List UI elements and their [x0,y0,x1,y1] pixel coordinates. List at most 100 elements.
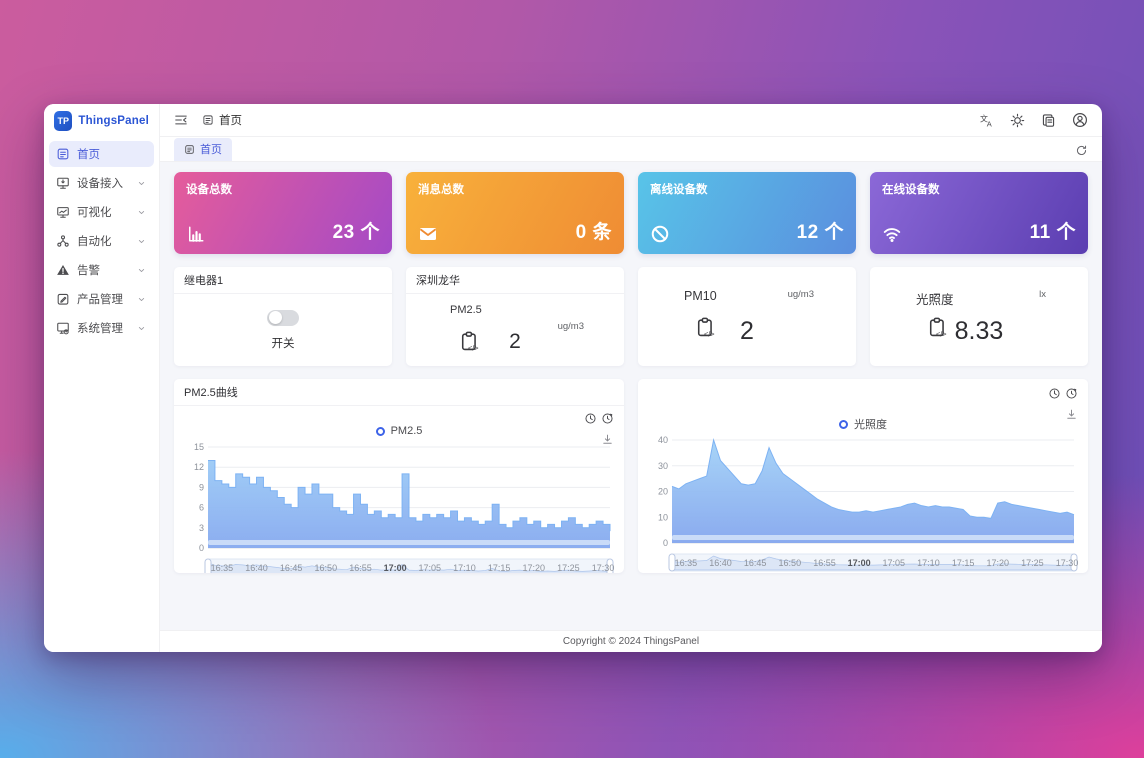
svg-text:17:20: 17:20 [986,558,1009,568]
breadcrumb-label: 首页 [219,115,242,127]
svg-text:17:20: 17:20 [522,563,545,573]
svg-text:30: 30 [658,461,668,471]
svg-text:16:50: 16:50 [315,563,338,573]
chart-canvas[interactable]: 0 10 20 30 40 16:35 16:40 16:45 16:50 16:55 17:00 1… [646,435,1080,573]
svg-text:16:50: 16:50 [779,558,802,568]
legend-label: 光照度 [854,419,887,431]
sidebar-collapse-icon[interactable] [174,113,188,127]
dashboard-content: 设备总数 23 个 消息总数 0 条 离线设备数 12 个 在线设备数 11 个 继电器1 开… [160,162,1102,630]
sensor-card-title: 深圳龙华 [406,267,624,294]
stat-card: 离线设备数 12 个 [638,172,856,254]
svg-text:0: 0 [663,538,668,548]
tab-home[interactable]: 首页 [174,138,232,161]
sidebar: TP ThingsPanel 首页设备接入可视化自动化告警产品管理系统管理 [44,104,160,652]
svg-text:40: 40 [658,435,668,445]
time-range-icon[interactable] [1048,387,1061,400]
sidebar-item-label: 设备接入 [77,178,123,190]
svg-text:10: 10 [658,512,668,522]
device-clipboard-icon: </> [926,316,947,342]
sidebar-item-label: 产品管理 [77,294,123,306]
stat-card-title: 离线设备数 [650,184,708,196]
legend-label: PM2.5 [390,425,423,437]
refresh-icon[interactable] [1075,144,1088,157]
relay-toggle[interactable] [267,309,299,326]
svg-text:15: 15 [194,442,204,452]
system-icon [56,321,70,335]
breadcrumb[interactable]: 首页 [202,112,242,128]
relay-toggle-label: 开关 [271,337,295,350]
automation-icon [56,234,70,248]
svg-text:A: A [987,119,992,127]
sidebar-item-告警[interactable]: 告警 [49,257,154,283]
svg-text:16:45: 16:45 [744,558,767,568]
appearance-icon[interactable] [1041,113,1056,128]
svg-text:6: 6 [199,503,204,513]
sensor-unit: ug/m3 [557,321,584,333]
stat-card-value: 0 条 [575,222,612,243]
stat-card-value: 23 个 [332,222,380,243]
sidebar-item-设备接入[interactable]: 设备接入 [49,170,154,196]
theme-light-icon[interactable] [1010,113,1025,128]
svg-text:16:45: 16:45 [280,563,303,573]
svg-text:17:30: 17:30 [592,563,615,573]
sidebar-item-系统管理[interactable]: 系统管理 [49,315,154,341]
chart-legend[interactable]: 光照度 [646,415,1080,433]
svg-text:17:25: 17:25 [1021,558,1044,568]
svg-text:</>: </> [468,344,479,351]
chart-legend[interactable]: PM2.5 [182,422,616,440]
download-icon[interactable] [1065,408,1078,421]
stat-card: 消息总数 0 条 [406,172,624,254]
svg-text:20: 20 [658,487,668,497]
sidebar-item-label: 自动化 [77,236,112,248]
stat-card-title: 在线设备数 [882,184,940,196]
sensor-name: PM2.5 [450,304,482,317]
svg-text:0: 0 [199,543,204,553]
chart-canvas[interactable]: 0 3 6 9 12 15 16:35 16:40 16:45 16:50 16:55 17:00 17… [182,442,616,573]
time-range-icon[interactable] [584,412,597,425]
stat-card-value: 11 个 [1029,222,1076,243]
chevron-down-icon [136,236,147,247]
sensor-card-shenzhen: 深圳龙华 PM2.5 ug/m3 </> 2 [406,267,624,366]
svg-text:9: 9 [199,482,204,492]
sidebar-item-label: 系统管理 [77,323,123,335]
sidebar-item-label: 可视化 [77,207,112,219]
product-icon [56,292,70,306]
sidebar-item-可视化[interactable]: 可视化 [49,199,154,225]
sensor-name: 光照度 [916,292,954,307]
sidebar-item-label: 告警 [77,265,100,277]
ban-icon [650,224,670,244]
sidebar-item-label: 首页 [77,149,100,161]
user-avatar-icon[interactable] [1072,112,1088,128]
app-window: TP ThingsPanel 首页设备接入可视化自动化告警产品管理系统管理 首页… [44,104,1102,652]
sidebar-item-自动化[interactable]: 自动化 [49,228,154,254]
svg-text:</>: </> [704,330,715,337]
pm25-chart-card: PM2.5曲线 PM2.5 0 3 6 9 12 15 16:35 16:40 16:45 16:… [174,379,624,573]
sensor-unit: ug/m3 [787,288,814,300]
svg-text:17:00: 17:00 [384,563,407,573]
svg-text:文: 文 [980,113,988,123]
sidebar-nav: 首页设备接入可视化自动化告警产品管理系统管理 [44,137,159,345]
svg-text:17:25: 17:25 [557,563,580,573]
sidebar-item-产品管理[interactable]: 产品管理 [49,286,154,312]
device-clipboard-icon: </> [694,316,715,342]
logo[interactable]: TP ThingsPanel [44,104,159,137]
svg-text:16:40: 16:40 [709,558,732,568]
chart-card-title: PM2.5曲线 [174,379,624,406]
bar-chart-icon [186,224,206,244]
sensor-unit: lx [1039,288,1046,300]
download-icon[interactable] [601,433,614,446]
history-icon[interactable] [1065,387,1078,400]
history-icon[interactable] [601,412,614,425]
stat-card-value: 12 个 [796,222,844,243]
svg-text:16:35: 16:35 [211,563,234,573]
mail-icon [418,224,438,244]
svg-text:16:40: 16:40 [245,563,268,573]
sidebar-item-首页[interactable]: 首页 [49,141,154,167]
svg-text:12: 12 [194,462,204,472]
chevron-down-icon [136,178,147,189]
footer: Copyright © 2024 ThingsPanel [160,630,1102,652]
svg-text:17:15: 17:15 [952,558,975,568]
widget-cards-row: 继电器1 开关 深圳龙华 PM2.5 ug/m3 </> 2 [174,267,1088,366]
